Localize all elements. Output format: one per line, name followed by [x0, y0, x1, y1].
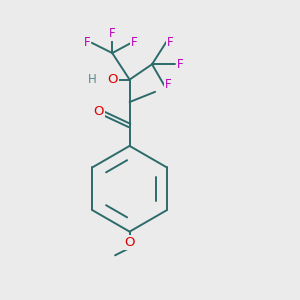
Text: O: O — [107, 73, 118, 86]
Text: F: F — [165, 78, 172, 91]
Text: O: O — [94, 105, 104, 118]
Text: O: O — [124, 236, 135, 249]
Text: F: F — [83, 36, 90, 50]
Text: F: F — [167, 36, 174, 50]
Text: F: F — [109, 27, 116, 40]
Text: F: F — [131, 36, 137, 50]
Text: F: F — [177, 58, 184, 71]
Text: H: H — [88, 73, 96, 86]
